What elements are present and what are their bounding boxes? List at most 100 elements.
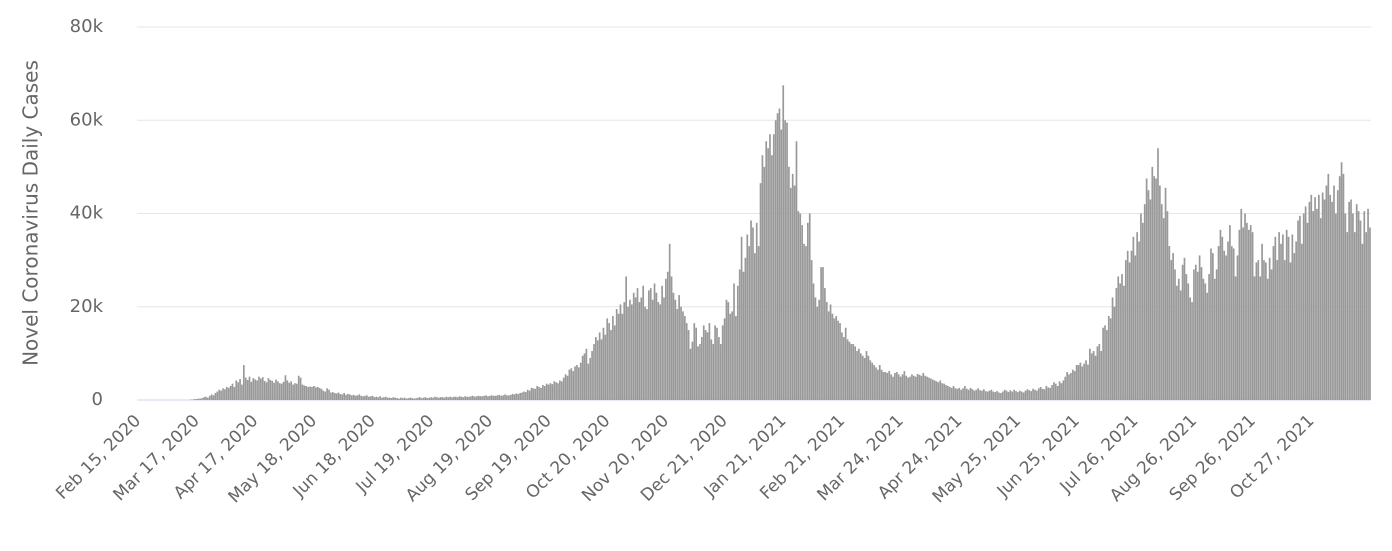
bar bbox=[1355, 204, 1358, 400]
bar bbox=[738, 269, 741, 400]
y-tick-label: 60k bbox=[70, 109, 104, 130]
bar bbox=[551, 384, 554, 400]
bar bbox=[513, 394, 516, 400]
bar bbox=[661, 285, 663, 400]
bar bbox=[401, 398, 404, 400]
bar bbox=[415, 398, 417, 400]
bar bbox=[564, 374, 567, 400]
bar bbox=[958, 387, 961, 400]
bar bbox=[869, 360, 872, 400]
bar bbox=[509, 394, 512, 400]
bar bbox=[746, 234, 749, 400]
bar bbox=[485, 395, 487, 400]
bar bbox=[210, 394, 213, 400]
bar bbox=[1017, 392, 1019, 400]
bar bbox=[1251, 232, 1254, 400]
bar bbox=[506, 395, 508, 400]
bar bbox=[878, 365, 881, 400]
bar bbox=[566, 375, 569, 400]
bar bbox=[888, 371, 891, 400]
bar bbox=[954, 388, 957, 400]
bar bbox=[1285, 229, 1288, 400]
bar bbox=[973, 390, 976, 400]
bar bbox=[969, 387, 972, 400]
bar bbox=[723, 318, 726, 400]
bar bbox=[271, 380, 274, 400]
bar bbox=[1166, 211, 1169, 400]
bar bbox=[1363, 211, 1366, 400]
bar bbox=[453, 396, 455, 400]
bar bbox=[610, 330, 612, 400]
bar bbox=[489, 395, 491, 400]
bar bbox=[1081, 366, 1084, 400]
bar bbox=[1338, 176, 1341, 400]
bar bbox=[1316, 208, 1318, 400]
bar bbox=[277, 381, 279, 400]
bar bbox=[386, 397, 389, 400]
bar bbox=[666, 271, 669, 400]
bar bbox=[207, 397, 209, 400]
bar bbox=[369, 396, 372, 400]
bar bbox=[1088, 348, 1091, 400]
bar bbox=[1121, 274, 1123, 400]
bar bbox=[360, 395, 363, 400]
bar bbox=[687, 330, 690, 400]
bar bbox=[975, 389, 978, 400]
bar bbox=[842, 337, 845, 400]
bar bbox=[560, 381, 563, 400]
bar bbox=[1145, 178, 1148, 400]
bar bbox=[288, 382, 291, 400]
bar bbox=[225, 386, 228, 400]
bar bbox=[498, 394, 501, 400]
bar bbox=[464, 396, 467, 400]
bar bbox=[400, 397, 402, 400]
bar bbox=[1310, 194, 1313, 400]
bar bbox=[309, 386, 311, 400]
bar bbox=[305, 386, 308, 400]
bar bbox=[740, 236, 743, 400]
bar bbox=[754, 253, 756, 400]
bar bbox=[1257, 260, 1260, 400]
bar bbox=[197, 398, 200, 400]
bar bbox=[769, 134, 771, 401]
bar bbox=[657, 302, 660, 400]
bar bbox=[233, 386, 236, 400]
bar bbox=[261, 377, 264, 400]
bar bbox=[1361, 243, 1364, 400]
bar bbox=[691, 341, 694, 400]
bar bbox=[1134, 255, 1137, 400]
bar bbox=[1336, 190, 1339, 400]
bar bbox=[1138, 241, 1140, 400]
bar bbox=[780, 129, 783, 400]
bar bbox=[742, 271, 745, 400]
bar bbox=[229, 386, 232, 400]
bar bbox=[1342, 173, 1345, 400]
bar bbox=[1045, 386, 1048, 400]
bar bbox=[1083, 363, 1086, 400]
bar bbox=[1160, 204, 1163, 400]
bar bbox=[248, 376, 251, 400]
bar bbox=[693, 323, 696, 400]
bar bbox=[920, 375, 923, 400]
bar bbox=[897, 374, 900, 400]
bar bbox=[1028, 390, 1031, 400]
bar bbox=[1011, 391, 1014, 400]
bar bbox=[1331, 201, 1333, 400]
bar bbox=[880, 369, 883, 400]
bar bbox=[237, 382, 240, 400]
bar bbox=[909, 376, 911, 400]
bar bbox=[596, 340, 599, 400]
bar bbox=[827, 311, 830, 400]
bar bbox=[1183, 257, 1186, 400]
bar bbox=[695, 327, 698, 400]
bar bbox=[1001, 391, 1004, 400]
bar bbox=[585, 348, 588, 400]
bar bbox=[362, 396, 364, 400]
bar bbox=[1215, 269, 1218, 400]
bar bbox=[1039, 386, 1042, 400]
bar bbox=[1034, 389, 1036, 400]
bar bbox=[846, 339, 849, 400]
bar bbox=[523, 391, 525, 400]
bar bbox=[884, 372, 887, 400]
